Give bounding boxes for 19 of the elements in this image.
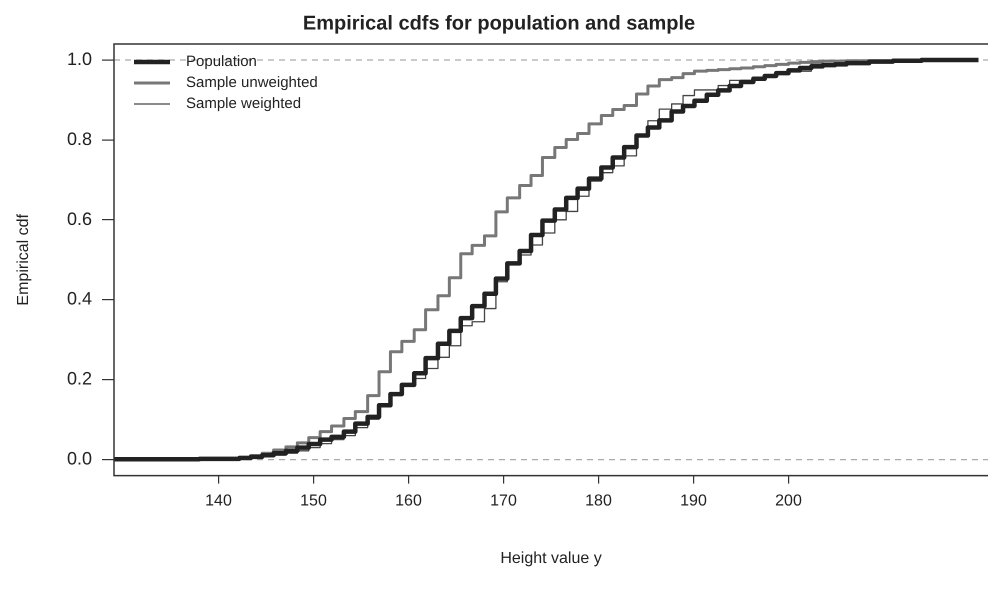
y-tick-label: 1.0 — [66, 48, 92, 69]
y-tick-label: 0.0 — [66, 448, 92, 469]
legend-label: Population — [186, 53, 257, 70]
x-tick-label: 170 — [490, 492, 517, 510]
y-tick-label: 0.6 — [66, 208, 92, 229]
legend-label: Sample weighted — [186, 95, 302, 112]
y-tick-label: 0.2 — [66, 368, 92, 389]
y-tick-label: 0.4 — [66, 288, 92, 309]
x-axis-title: Height value y — [500, 550, 602, 567]
x-tick-label: 200 — [775, 492, 802, 510]
legend-label: Sample unweighted — [186, 74, 318, 92]
chart-title: Empirical cdfs for population and sample — [302, 12, 696, 35]
x-tick-label: 160 — [395, 492, 422, 510]
x-tick-label: 140 — [205, 492, 232, 510]
y-axis-title: Empirical cdf — [15, 213, 32, 306]
x-tick-label: 180 — [585, 492, 612, 510]
x-tick-label: 190 — [680, 492, 707, 510]
y-tick-label: 0.8 — [66, 128, 92, 149]
x-tick-label: 150 — [300, 492, 327, 510]
